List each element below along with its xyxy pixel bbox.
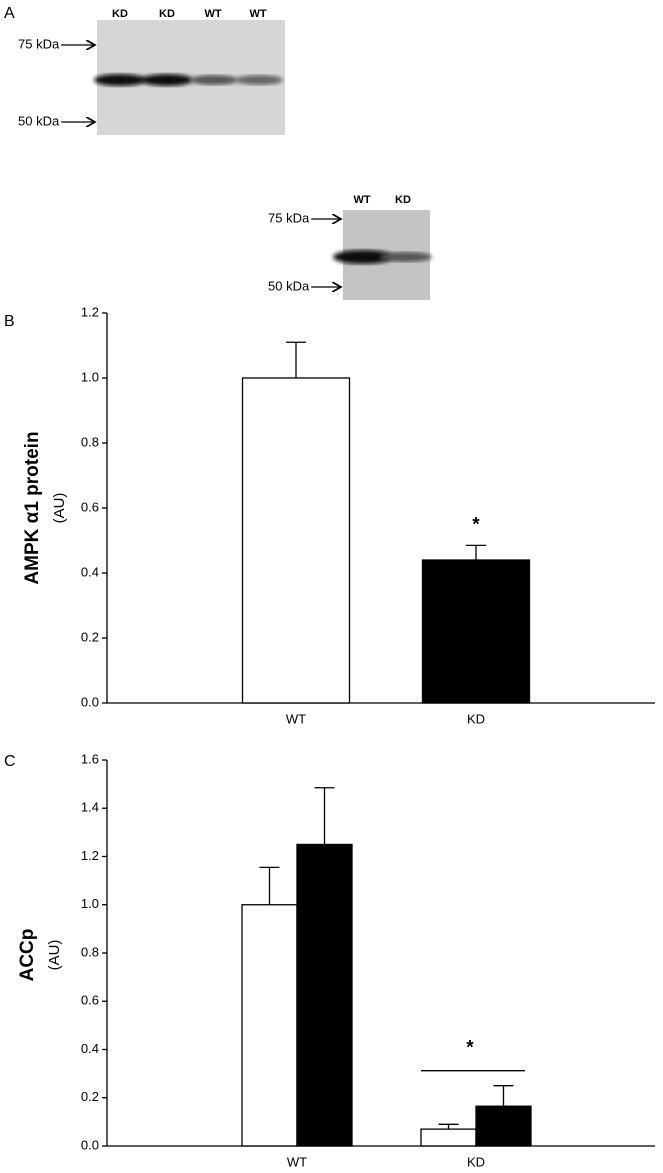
blots: KD KD WT WT 75 kDa 50 kDa WT KD 75 kDa 50 kDa bbox=[18, 8, 432, 300]
y-axis-unit: (AU) bbox=[46, 940, 63, 971]
significance-mark: * bbox=[466, 1038, 474, 1059]
x-tick-label: WT bbox=[287, 1154, 307, 1169]
blot-band bbox=[141, 74, 193, 86]
lane-label: KD bbox=[112, 8, 128, 20]
y-tick-label: 0.2 bbox=[81, 629, 99, 644]
panel-label: B bbox=[4, 313, 15, 330]
y-tick-label: 1.2 bbox=[81, 848, 99, 863]
panel-label: A bbox=[4, 5, 15, 22]
marker-label: 75 kDa bbox=[268, 210, 310, 225]
x-tick-label: KD bbox=[467, 711, 485, 726]
bar bbox=[296, 843, 353, 1147]
y-tick-label: 0.6 bbox=[81, 993, 99, 1008]
y-tick-label: 0.0 bbox=[81, 694, 99, 709]
y-axis-unit: (AU) bbox=[51, 493, 68, 524]
y-tick-label: 1.2 bbox=[81, 304, 99, 319]
charts: 0.0 0.2 0.4 0.6 0.8 1.0 1.2 WT KD AMPK α1 protein… bbox=[17, 304, 655, 1169]
lane-label: WT bbox=[353, 194, 370, 206]
y-tick-label: 1.0 bbox=[81, 369, 99, 384]
y-axis-title: ACCp bbox=[17, 929, 38, 982]
y-tick-label: 0.0 bbox=[81, 1137, 99, 1152]
y-tick-label: 1.4 bbox=[81, 800, 99, 815]
y-tick-label: 0.6 bbox=[81, 499, 99, 514]
bar bbox=[241, 904, 298, 1147]
y-tick-label: 0.4 bbox=[81, 564, 99, 579]
lane-label: KD bbox=[159, 8, 175, 20]
x-tick-label: KD bbox=[467, 1154, 485, 1169]
y-tick-label: 0.8 bbox=[81, 434, 99, 449]
marker-label: 50 kDa bbox=[18, 113, 60, 128]
blot-band bbox=[94, 74, 146, 86]
significance-mark: * bbox=[472, 514, 480, 535]
y-tick-label: 0.4 bbox=[81, 1041, 99, 1056]
blot-band bbox=[235, 75, 283, 85]
bar bbox=[421, 559, 531, 704]
blot-band bbox=[380, 252, 432, 262]
y-tick-label: 1.6 bbox=[81, 751, 99, 766]
bar bbox=[420, 1128, 477, 1147]
bar bbox=[241, 377, 351, 704]
marker-label: 75 kDa bbox=[18, 36, 60, 51]
lane-label: KD bbox=[395, 194, 411, 206]
y-tick-label: 1.0 bbox=[81, 896, 99, 911]
x-tick-label: WT bbox=[286, 711, 306, 726]
blot-band bbox=[190, 75, 238, 85]
marker-label: 50 kDa bbox=[268, 278, 310, 293]
y-axis-title: AMPK α1 protein bbox=[22, 431, 43, 584]
lane-label: WT bbox=[204, 8, 221, 20]
blot-band bbox=[333, 250, 393, 264]
lane-label: WT bbox=[249, 8, 266, 20]
bar bbox=[475, 1105, 532, 1147]
y-tick-label: 0.8 bbox=[81, 944, 99, 959]
panel-label: C bbox=[4, 753, 16, 770]
y-tick-label: 0.2 bbox=[81, 1089, 99, 1104]
